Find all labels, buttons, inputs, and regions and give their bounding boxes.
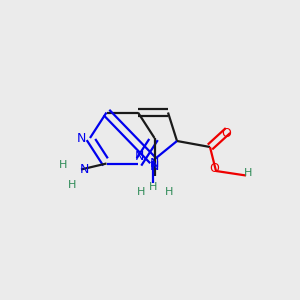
Text: H: H bbox=[149, 182, 157, 193]
Text: O: O bbox=[210, 162, 219, 175]
Text: N: N bbox=[77, 131, 86, 145]
Text: H: H bbox=[68, 179, 76, 190]
Text: N: N bbox=[150, 160, 159, 172]
Text: N: N bbox=[150, 157, 159, 170]
Text: N: N bbox=[79, 163, 89, 176]
Text: O: O bbox=[222, 127, 231, 140]
Text: H: H bbox=[165, 187, 174, 197]
Text: N: N bbox=[135, 149, 144, 163]
Text: H: H bbox=[137, 187, 145, 197]
Text: H: H bbox=[59, 160, 67, 170]
Text: H: H bbox=[244, 168, 253, 178]
